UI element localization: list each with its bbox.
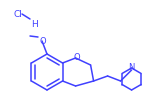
- Text: O: O: [40, 36, 46, 45]
- Text: O: O: [73, 53, 80, 62]
- Text: N: N: [128, 62, 135, 71]
- Text: Cl: Cl: [14, 10, 23, 19]
- Text: H: H: [31, 20, 38, 29]
